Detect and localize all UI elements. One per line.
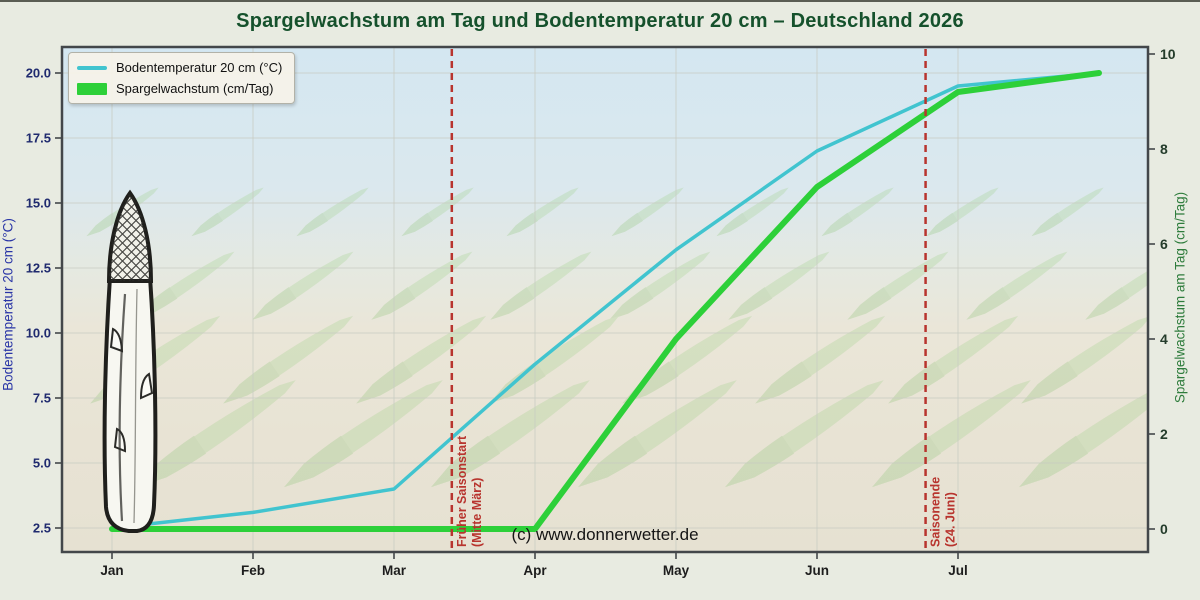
month-label: May bbox=[663, 563, 690, 578]
legend: Bodentemperatur 20 cm (°C) Spargelwachst… bbox=[68, 52, 296, 104]
season-marker-label: Früher Saisonstart bbox=[455, 435, 469, 547]
legend-item-temperature: Bodentemperatur 20 cm (°C) bbox=[77, 60, 282, 75]
asparagus-illustration bbox=[102, 189, 158, 533]
month-label: Jan bbox=[100, 563, 123, 578]
left-axis-title: Bodentemperatur 20 cm (°C) bbox=[0, 218, 16, 391]
plot-frame bbox=[60, 45, 1150, 554]
right-tick-label: 4 bbox=[1160, 331, 1168, 347]
series-line-temperature bbox=[110, 71, 1101, 530]
axes: 20.0 17.5 15.0 12.5 10.0 7.5 5.0 2.5 10 8 6 4 2 0 Jan F… bbox=[26, 45, 1176, 578]
month-label: Jun bbox=[805, 563, 829, 578]
legend-label-growth: Spargelwachstum (cm/Tag) bbox=[116, 81, 274, 96]
plot-background bbox=[62, 47, 1148, 552]
season-marker-sublabel: (24. Juni) bbox=[944, 492, 958, 547]
left-tick-label: 20.0 bbox=[26, 66, 51, 81]
gridlines bbox=[62, 47, 1148, 552]
left-tick-label: 2.5 bbox=[33, 521, 51, 536]
series-lines bbox=[109, 70, 1102, 532]
right-tick-label: 8 bbox=[1160, 141, 1168, 157]
right-tick-label: 2 bbox=[1160, 426, 1168, 442]
month-label: Apr bbox=[523, 563, 547, 578]
month-label: Mar bbox=[382, 563, 407, 578]
left-tick-label: 5.0 bbox=[33, 456, 51, 471]
temperature-line-swatch bbox=[77, 65, 107, 70]
month-label: Feb bbox=[241, 563, 265, 578]
right-tick-label: 0 bbox=[1160, 521, 1168, 537]
left-tick-label: 12.5 bbox=[26, 261, 51, 276]
season-marker-label: Saisonende bbox=[929, 477, 943, 547]
annotations: Früher Saisonstart (Mitte März) Saisonende… bbox=[450, 49, 958, 550]
right-axis-title: Spargelwachstum am Tag (cm/Tag) bbox=[1172, 191, 1188, 404]
month-label: Jul bbox=[948, 563, 968, 578]
legend-label-temperature: Bodentemperatur 20 cm (°C) bbox=[116, 60, 283, 75]
right-tick-label: 6 bbox=[1160, 236, 1168, 252]
season-marker-sublabel: (Mitte März) bbox=[470, 478, 484, 547]
watermark: (c) www.donnerwetter.de bbox=[511, 525, 699, 544]
page-title: Spargelwachstum am Tag und Bodentemperat… bbox=[236, 10, 964, 32]
left-tick-label: 17.5 bbox=[26, 131, 51, 146]
series-line-growth bbox=[109, 70, 1102, 532]
legend-item-growth: Spargelwachstum (cm/Tag) bbox=[77, 81, 282, 96]
left-tick-label: 15.0 bbox=[26, 196, 51, 211]
asparagus-stalk bbox=[102, 270, 158, 533]
left-tick-label: 10.0 bbox=[26, 326, 51, 341]
growth-band-swatch bbox=[77, 82, 107, 95]
left-tick-label: 7.5 bbox=[33, 391, 51, 406]
right-tick-label: 10 bbox=[1160, 46, 1176, 62]
